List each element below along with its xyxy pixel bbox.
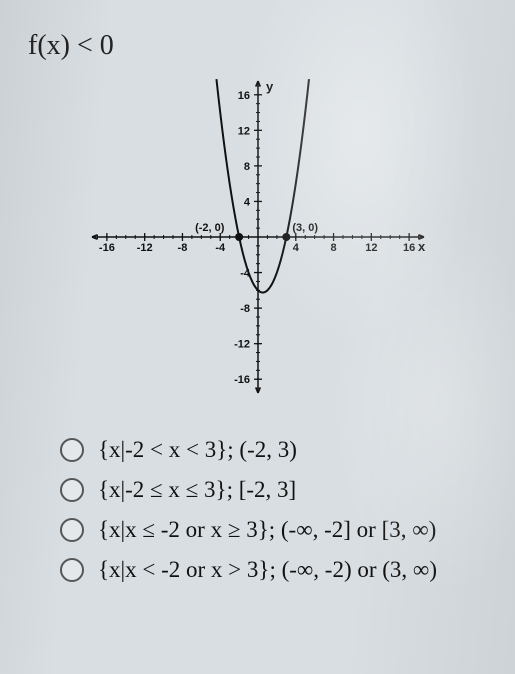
svg-text:8: 8 — [330, 242, 336, 254]
option-a[interactable]: {x|-2 < x < 3}; (-2, 3) — [60, 437, 495, 463]
svg-text:8: 8 — [243, 161, 249, 173]
parabola-graph: -16-12-8-4481216-16-12-8-4481216xy(-2, 0… — [88, 77, 428, 397]
svg-text:(3, 0): (3, 0) — [292, 222, 318, 234]
svg-text:-16: -16 — [98, 242, 114, 254]
svg-text:-8: -8 — [240, 303, 250, 315]
svg-text:16: 16 — [402, 242, 414, 254]
option-d-text: {x|x < -2 or x > 3}; (-∞, -2) or (3, ∞) — [98, 557, 437, 583]
question-text: f(x) < 0 — [28, 30, 495, 62]
option-d[interactable]: {x|x < -2 or x > 3}; (-∞, -2) or (3, ∞) — [60, 557, 495, 583]
svg-text:y: y — [266, 79, 274, 94]
svg-text:-8: -8 — [177, 242, 187, 254]
option-b-text: {x|-2 ≤ x ≤ 3}; [-2, 3] — [98, 477, 296, 503]
svg-text:-12: -12 — [136, 242, 152, 254]
svg-text:12: 12 — [365, 242, 377, 254]
svg-text:-16: -16 — [234, 374, 250, 386]
svg-text:16: 16 — [237, 90, 249, 102]
option-a-text: {x|-2 < x < 3}; (-2, 3) — [98, 437, 297, 463]
svg-text:x: x — [418, 239, 426, 254]
option-c[interactable]: {x|x ≤ -2 or x ≥ 3}; (-∞, -2] or [3, ∞) — [60, 517, 495, 543]
radio-icon[interactable] — [60, 518, 84, 542]
options-list: {x|-2 < x < 3}; (-2, 3) {x|-2 ≤ x ≤ 3}; … — [60, 437, 495, 583]
radio-icon[interactable] — [60, 558, 84, 582]
radio-icon[interactable] — [60, 438, 84, 462]
graph-container: -16-12-8-4481216-16-12-8-4481216xy(-2, 0… — [20, 77, 495, 397]
svg-text:-12: -12 — [234, 339, 250, 351]
svg-text:4: 4 — [292, 242, 299, 254]
option-b[interactable]: {x|-2 ≤ x ≤ 3}; [-2, 3] — [60, 477, 495, 503]
svg-text:(-2, 0): (-2, 0) — [195, 222, 225, 234]
svg-text:4: 4 — [243, 196, 250, 208]
radio-icon[interactable] — [60, 478, 84, 502]
option-c-text: {x|x ≤ -2 or x ≥ 3}; (-∞, -2] or [3, ∞) — [98, 517, 436, 543]
svg-text:12: 12 — [237, 125, 249, 137]
svg-text:-4: -4 — [215, 242, 226, 254]
